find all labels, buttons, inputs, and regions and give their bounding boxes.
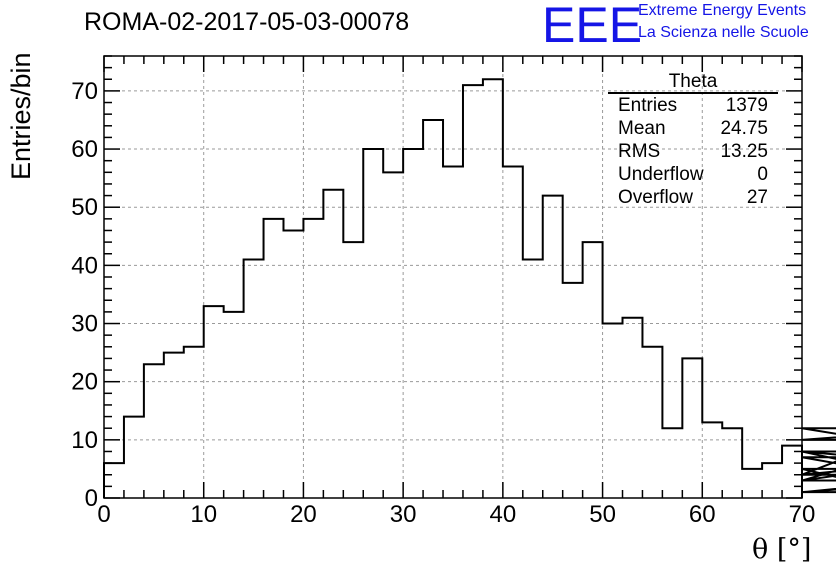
x-axis-label: θ [°] bbox=[752, 534, 812, 565]
y-tick-label: 30 bbox=[71, 311, 98, 338]
stats-value: 0 bbox=[757, 164, 768, 185]
stats-label: Mean bbox=[618, 118, 666, 139]
y-tick-label: 40 bbox=[71, 252, 98, 279]
x-tick-label: 0 bbox=[97, 501, 110, 528]
stats-value: 13.25 bbox=[720, 141, 768, 162]
x-tick-label: 30 bbox=[390, 501, 417, 528]
stats-row-underflow: Underflow 0 bbox=[608, 163, 778, 186]
y-tick-label: 60 bbox=[71, 136, 98, 163]
axis-ticks bbox=[103, 55, 803, 499]
y-axis-label: Entries/bin bbox=[6, 52, 36, 180]
x-tick-label: 70 bbox=[789, 501, 816, 528]
stats-box: Theta Entries 1379 Mean 24.75 RMS 13.25 … bbox=[608, 72, 778, 209]
stats-value: 24.75 bbox=[720, 118, 768, 139]
logo-text-line2: La Scienza nelle Scuole bbox=[638, 24, 809, 41]
stats-label: Underflow bbox=[618, 164, 704, 185]
stats-value: 1379 bbox=[725, 95, 768, 116]
axis-tick-labels: 0 10 20 30 40 50 60 70 0 10 20 30 40 50 60 70 bbox=[71, 78, 815, 528]
y-tick-label: 0 bbox=[85, 485, 98, 512]
x-tick-label: 20 bbox=[290, 501, 317, 528]
x-tick-label: 60 bbox=[689, 501, 716, 528]
x-tick-label: 50 bbox=[589, 501, 616, 528]
x-tick-label: 10 bbox=[190, 501, 217, 528]
stats-label: Entries bbox=[618, 95, 678, 116]
eee-logo: EEE bbox=[542, 0, 643, 53]
y-tick-label: 70 bbox=[71, 78, 98, 105]
stats-title: Theta bbox=[608, 72, 778, 94]
stats-row-mean: Mean 24.75 bbox=[608, 117, 778, 140]
stats-row-entries: Entries 1379 bbox=[608, 94, 778, 117]
y-tick-label: 50 bbox=[71, 194, 98, 221]
histogram-series bbox=[103, 78, 836, 498]
y-tick-label: 10 bbox=[71, 427, 98, 454]
x-tick-label: 40 bbox=[490, 501, 517, 528]
logo-text-line1: Extreme Energy Events bbox=[638, 2, 807, 19]
y-tick-label: 20 bbox=[71, 369, 98, 396]
stats-value: 27 bbox=[746, 187, 768, 208]
plot-frame bbox=[103, 55, 803, 499]
stats-row-rms: RMS 13.25 bbox=[608, 140, 778, 163]
chart-title: ROMA-02-2017-05-03-00078 bbox=[84, 8, 410, 36]
stats-label: RMS bbox=[618, 141, 661, 162]
stats-row-overflow: Overflow 27 bbox=[608, 186, 778, 209]
stats-label: Overflow bbox=[618, 187, 693, 208]
